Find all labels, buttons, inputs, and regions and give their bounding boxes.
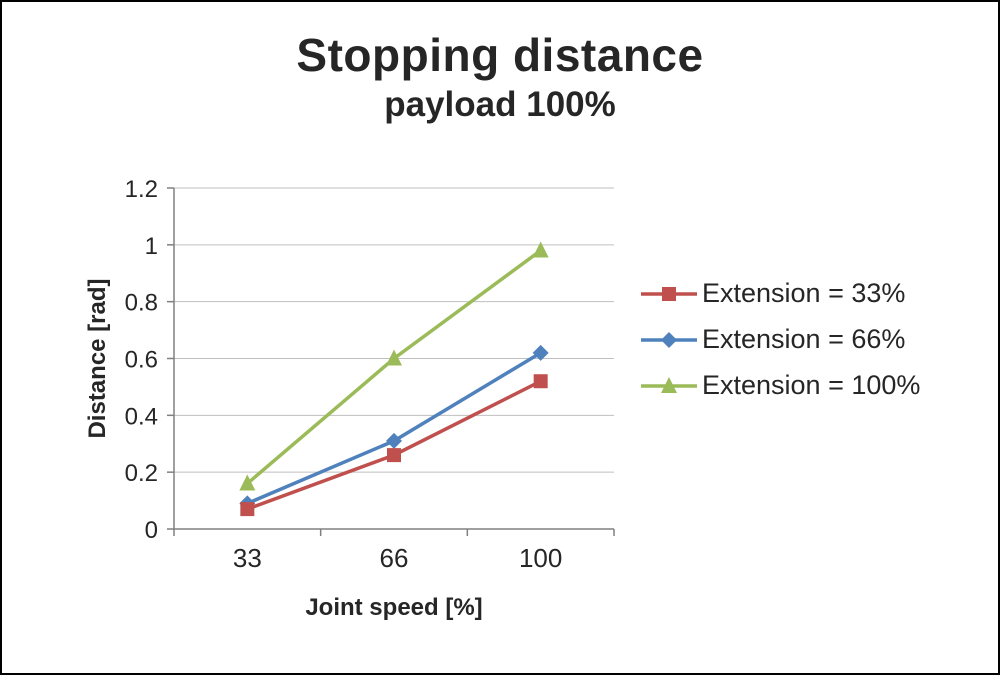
legend-item: Extension = 33% [640,278,920,309]
legend: Extension = 33% Extension = 66% Extension … [640,278,920,416]
legend-item: Extension = 66% [640,324,920,355]
marker-square [387,448,401,463]
x-tick-label: 33 [233,543,262,573]
x-tick-label: 100 [519,543,562,573]
marker-square [533,374,548,389]
legend-swatch-triangle-icon [641,376,697,393]
legend-swatch-square-icon [641,286,697,301]
legend-swatch-diamond-icon [641,331,697,348]
y-tick-label: 0.8 [125,290,158,317]
y-tick-label: 1 [145,233,158,260]
x-axis-title: Joint speed [%] [305,594,482,621]
y-tick-label: 0.2 [125,460,158,487]
legend-label: Extension = 66% [702,324,906,354]
series-line [246,351,542,506]
title-block: Stopping distance payload 100% [2,30,998,125]
chart-subtitle: payload 100% [384,84,616,124]
chart-title: Stopping distance [296,29,704,81]
y-tick-label: 0 [145,517,158,544]
y-tick-label: 0.6 [125,347,158,374]
y-axis-title: Distance [rad] [84,278,111,438]
marker-diamond [386,432,402,449]
marker-triangle [532,241,549,258]
y-tick-label: 0.4 [125,403,158,430]
x-tick-label: 66 [380,543,409,573]
marker-square [240,502,255,517]
legend-label: Extension = 33% [702,278,906,308]
marker-triangle [239,474,256,491]
marker-triangle [386,349,402,366]
y-tick-label: 1.2 [125,176,158,203]
marker-diamond [532,344,549,361]
legend-label: Extension = 100% [702,370,921,400]
legend-item: Extension = 100% [640,370,920,401]
